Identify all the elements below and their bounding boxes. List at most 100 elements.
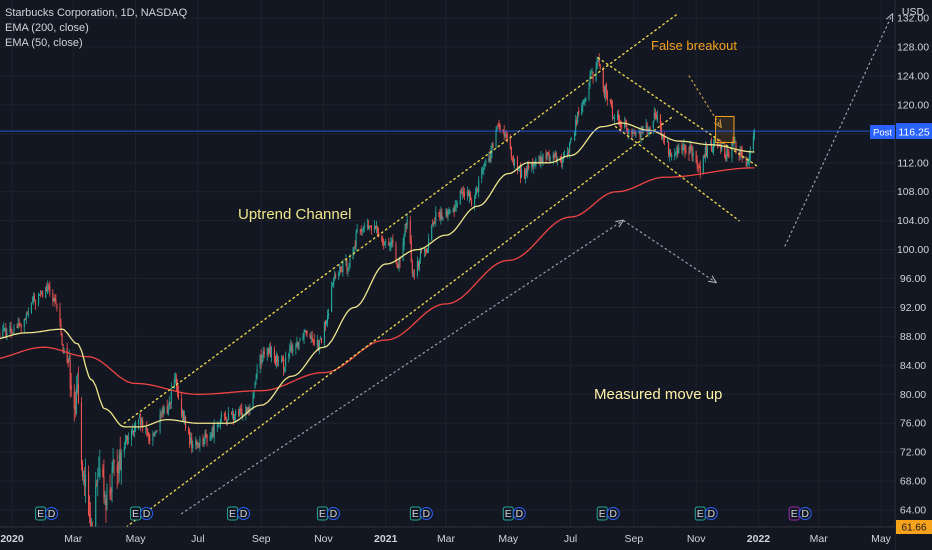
candle-body xyxy=(284,367,286,371)
time-tick-label: May xyxy=(871,533,892,545)
candle-body xyxy=(290,346,292,347)
candle-body xyxy=(390,241,392,247)
candle-body xyxy=(105,499,107,510)
candle-body xyxy=(17,322,19,329)
candle-body xyxy=(68,356,70,362)
dividend-icon[interactable] xyxy=(326,507,340,520)
candle-body xyxy=(324,321,327,325)
candle-body xyxy=(575,120,577,135)
price-tick-label: 72.00 xyxy=(900,447,926,459)
candle-body xyxy=(191,437,193,449)
candle-body xyxy=(61,333,63,345)
candle-body xyxy=(241,408,243,416)
ema200-legend[interactable]: EMA (200, close) xyxy=(5,22,89,34)
candle-body xyxy=(627,130,629,133)
candle-body xyxy=(218,425,220,427)
candle-body xyxy=(240,408,242,410)
candle-body xyxy=(509,138,511,148)
candle-body xyxy=(140,418,142,426)
candle-body xyxy=(155,431,157,434)
candle-body xyxy=(6,333,8,337)
dividend-icon[interactable] xyxy=(606,507,620,520)
dividend-icon[interactable] xyxy=(419,507,433,520)
candle-body xyxy=(163,407,165,414)
dividend-icon[interactable] xyxy=(798,507,812,520)
arrow-down-move xyxy=(623,220,716,282)
candle-body xyxy=(16,326,18,328)
candle-body xyxy=(547,152,549,155)
candle-body xyxy=(611,106,613,118)
candle-body xyxy=(469,194,472,201)
candle-body xyxy=(269,346,271,357)
candle-body xyxy=(209,436,211,441)
price-tick-label: 100.00 xyxy=(897,244,929,256)
candle-body xyxy=(196,441,198,445)
candle-body xyxy=(302,336,304,340)
candle-body xyxy=(212,427,214,437)
candle-body xyxy=(411,262,413,274)
candle-body xyxy=(254,381,256,389)
dividend-icon-label: D xyxy=(240,508,248,520)
candle-body xyxy=(19,323,21,326)
candle-body xyxy=(297,342,299,348)
candle-body xyxy=(740,151,742,154)
candle-body xyxy=(2,330,4,338)
candle-body xyxy=(285,356,287,367)
dividend-icon[interactable] xyxy=(45,507,59,520)
candle-body xyxy=(303,331,305,338)
candle-body xyxy=(261,359,263,362)
candle-body xyxy=(276,356,279,362)
candle-body xyxy=(319,337,321,339)
candle-body xyxy=(419,250,422,260)
candle-body xyxy=(313,340,315,344)
candle-body xyxy=(497,125,499,126)
dividend-icon-label: D xyxy=(801,508,809,520)
candle-body xyxy=(516,157,519,171)
candle-body xyxy=(674,154,676,157)
candle-body xyxy=(340,266,342,269)
symbol-title[interactable]: Starbucks Corporation, 1D, NASDAQ xyxy=(5,7,188,19)
candle-body xyxy=(456,203,458,206)
candle-body xyxy=(555,152,557,161)
candle-body xyxy=(309,334,311,338)
candle-body xyxy=(521,170,523,178)
currency-label: USD xyxy=(902,6,925,18)
candle-body xyxy=(476,188,478,192)
candle-body xyxy=(5,329,7,337)
candle-body xyxy=(683,143,685,146)
candle-body xyxy=(97,478,99,483)
ema50-legend[interactable]: EMA (50, close) xyxy=(5,37,83,49)
dividend-icon[interactable] xyxy=(704,507,718,520)
candle-body xyxy=(168,401,170,406)
time-tick-label: Mar xyxy=(437,533,456,545)
candle-body xyxy=(376,226,378,229)
candle-body xyxy=(463,192,465,196)
candle-body xyxy=(448,211,450,213)
candle-body xyxy=(632,130,634,134)
candle-body xyxy=(235,411,237,415)
candle-body xyxy=(381,236,383,238)
candle-body xyxy=(291,344,293,353)
annotation-false-breakout: False breakout xyxy=(651,38,737,53)
candle-body xyxy=(152,434,154,441)
candle-body xyxy=(247,407,249,412)
candle-body xyxy=(46,288,48,292)
earnings-icon-label: E xyxy=(412,508,419,520)
candle-body xyxy=(213,424,215,438)
dividend-icon[interactable] xyxy=(237,507,251,520)
candle-body xyxy=(552,155,554,159)
dividend-icon[interactable] xyxy=(140,507,154,520)
candle-body xyxy=(192,444,194,449)
price-tick-label: 68.00 xyxy=(900,476,926,488)
dividend-icon[interactable] xyxy=(512,507,526,520)
candle-body xyxy=(156,430,158,431)
price-tick-label: 92.00 xyxy=(900,302,926,314)
candle-body xyxy=(37,297,40,305)
candle-body xyxy=(77,384,79,403)
candle-body xyxy=(467,190,470,197)
candle-body xyxy=(202,437,204,445)
candle-body xyxy=(80,402,82,465)
candle-body xyxy=(268,346,270,353)
candle-body xyxy=(90,519,92,531)
